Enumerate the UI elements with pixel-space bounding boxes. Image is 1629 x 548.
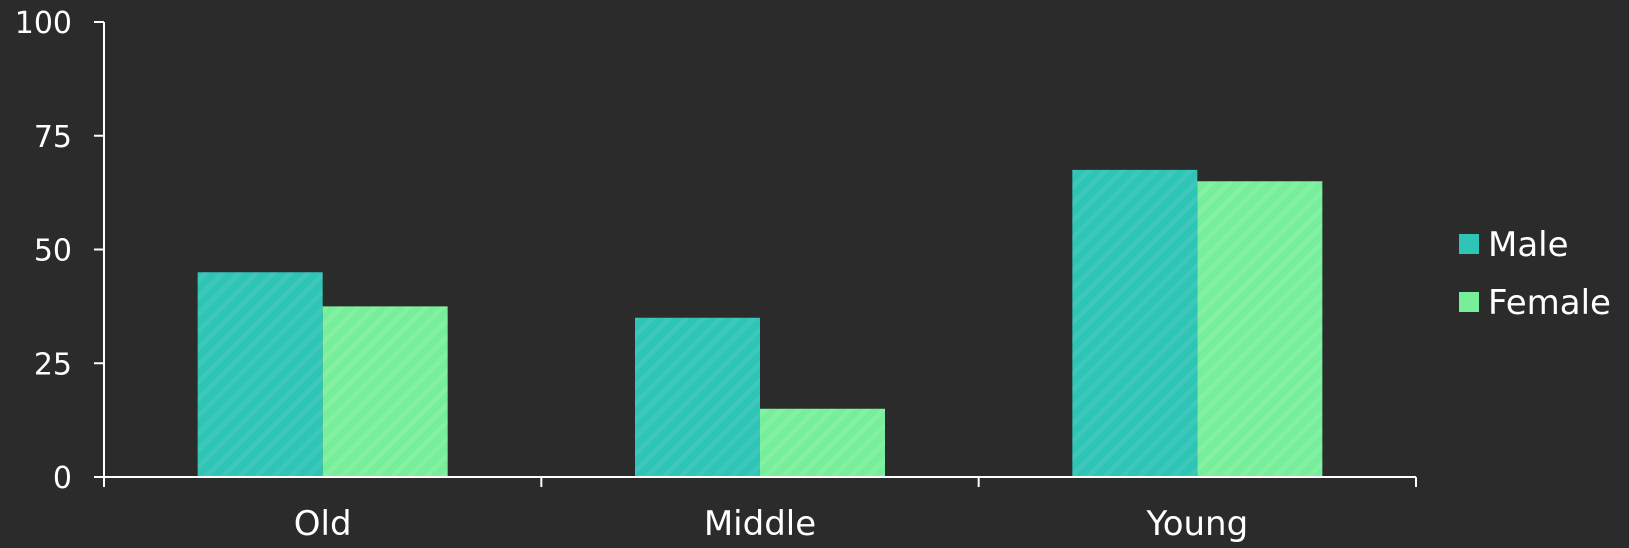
y-tick-label: 50 [34, 234, 72, 269]
y-tick-label: 25 [34, 347, 72, 382]
bar-female-young [1197, 181, 1323, 477]
legend-swatch-female [1459, 292, 1479, 312]
y-tick-label: 0 [53, 461, 72, 496]
legend-label-male: Male [1488, 225, 1569, 265]
axes-group: 0 25 50 75 100 Old Middle Young [15, 6, 1417, 544]
bar-male-young [1072, 169, 1198, 477]
x-tick-label-middle: Middle [704, 504, 816, 544]
x-tick-label-young: Young [1145, 504, 1248, 544]
legend-label-female: Female [1488, 283, 1611, 323]
bar-female-old [322, 306, 448, 477]
bar-male-old [197, 272, 323, 477]
legend: Male Female [1459, 225, 1611, 323]
x-tick-label-old: Old [294, 504, 352, 544]
legend-swatch-male [1459, 234, 1479, 254]
bars-group [197, 169, 1323, 477]
y-tick-label: 100 [15, 6, 72, 41]
y-tick-label: 75 [34, 120, 72, 155]
bar-male-middle [635, 317, 760, 477]
bar-female-middle [760, 408, 885, 477]
